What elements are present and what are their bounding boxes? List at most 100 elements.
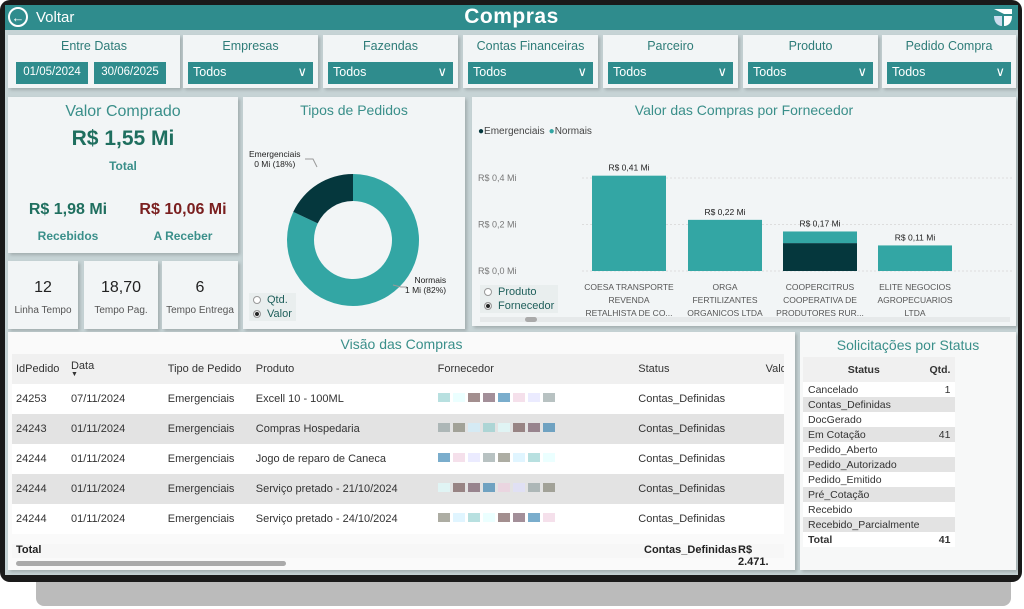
- col-header[interactable]: Fornecedor: [437, 363, 494, 375]
- horizontal-scrollbar[interactable]: [480, 317, 1010, 322]
- status-row[interactable]: Recebido_Parcialmente: [803, 517, 956, 532]
- normais-value: 1 Mi (82%): [405, 285, 447, 295]
- radio-icon: [484, 288, 492, 296]
- legend-normais: ●Normais: [548, 126, 592, 137]
- table-horizontal-scrollbar[interactable]: [16, 561, 286, 566]
- cell: Emergenciais: [167, 453, 235, 465]
- kpi-label: Tempo Pag.: [94, 305, 148, 316]
- card-title: Visão das Compras: [340, 336, 463, 352]
- x-tick-label: COESA TRANSPORTE: [584, 282, 674, 292]
- a-receber-value: R$ 10,06 Mi: [139, 201, 227, 218]
- col-header[interactable]: Status: [638, 363, 670, 375]
- data-label: R$ 0,22 Mi: [704, 207, 745, 217]
- col-header[interactable]: Produto: [255, 363, 295, 375]
- bar-normais[interactable]: [878, 245, 952, 271]
- x-tick-label: REVENDA: [608, 295, 649, 305]
- status-row[interactable]: Cancelado 1: [803, 382, 956, 397]
- end-date-input[interactable]: 30/06/2025: [94, 62, 166, 84]
- cell: 01/11/2024: [70, 453, 126, 465]
- col-header[interactable]: Valor Tot: [765, 363, 784, 375]
- total-value: R$ 1,55 Mi: [71, 127, 175, 150]
- bar-normais[interactable]: [688, 219, 762, 271]
- chevron-down-icon: ∨: [437, 64, 447, 79]
- status-row[interactable]: Recebido: [803, 502, 956, 517]
- cell: Contas_Definidas: [638, 513, 726, 525]
- legend-emergenciais: ●Emergenciais: [478, 126, 545, 137]
- col-header[interactable]: IdPedido: [16, 363, 60, 375]
- card-title: Valor Comprado: [65, 103, 181, 120]
- table-row[interactable]: 24244 01/11/2024 Emergenciais Serviço preta…: [12, 474, 784, 504]
- bar-normais[interactable]: [783, 231, 857, 244]
- total-label: Total: [109, 159, 137, 173]
- chevron-down-icon: ∨: [857, 64, 867, 79]
- back-button[interactable]: ← Voltar: [8, 7, 74, 27]
- kpi-value: 6: [195, 279, 205, 296]
- status-row[interactable]: DocGerado: [803, 412, 956, 427]
- total-value: 41: [938, 533, 951, 546]
- cell: Excell 10 - 100ML: [255, 393, 344, 405]
- donut-slice-normais[interactable]: [287, 174, 419, 306]
- filter-dropdown[interactable]: Todos ∨: [328, 62, 453, 84]
- redacted-supplier: [434, 444, 635, 474]
- chevron-down-icon: ∨: [577, 64, 587, 79]
- option-valor[interactable]: Valor: [249, 307, 296, 321]
- redacted-supplier: [434, 384, 635, 414]
- table-row[interactable]: 24244 01/11/2024 Emergenciais Serviço preta…: [12, 504, 784, 534]
- start-date-input[interactable]: 01/05/2024: [16, 62, 88, 84]
- filter-1: Fazendas Todos ∨: [323, 35, 458, 88]
- cell: R$: [729, 504, 784, 534]
- filter-3: Parceiro Todos ∨: [603, 35, 738, 88]
- option-fornecedor[interactable]: Fornecedor: [480, 299, 559, 313]
- status-qtd: [924, 442, 955, 457]
- x-tick-label: ELITE NEGOCIOS: [879, 282, 951, 292]
- table-row[interactable]: 24253 07/11/2024 Emergenciais Excell 10 - 1…: [12, 384, 784, 414]
- status-row[interactable]: Pedido_Emitido: [803, 472, 956, 487]
- data-label: R$ 0,41 Mi: [608, 163, 649, 173]
- table-row[interactable]: 24244 01/11/2024 Emergenciais Jogo de repar…: [12, 444, 784, 474]
- table-row[interactable]: 24243 01/11/2024 Emergenciais Compras Hospe…: [12, 414, 784, 444]
- col-header[interactable]: Qtd.: [929, 363, 951, 376]
- bar-emergenciais[interactable]: [783, 243, 857, 271]
- emerg-label: Emergenciais: [249, 149, 301, 159]
- col-header[interactable]: Tipo de Pedido: [167, 363, 242, 375]
- status-row[interactable]: Pedido_Autorizado: [803, 457, 956, 472]
- filter-label: Fazendas: [363, 39, 418, 53]
- status-qtd: [924, 472, 955, 487]
- redacted-supplier: [434, 414, 635, 444]
- status-row[interactable]: Pré_Cotação: [803, 487, 956, 502]
- bar-normais[interactable]: [592, 175, 666, 271]
- status-qtd: 1: [944, 383, 951, 396]
- status-qtd: [924, 397, 955, 412]
- col-header[interactable]: Data ▼: [67, 354, 164, 384]
- option-label: Valor: [267, 308, 292, 320]
- filter-dropdown[interactable]: Todos ∨: [608, 62, 733, 84]
- y-tick-label: R$ 0,0 Mi: [478, 266, 517, 276]
- status-name: Pedido_Emitido: [808, 473, 882, 486]
- filter-label: Empresas: [222, 39, 279, 53]
- status-row[interactable]: Contas_Definidas: [803, 397, 956, 412]
- chart-legend: ●Emergenciais ●Normais: [478, 126, 592, 137]
- header-bar: ← Voltar Compras: [5, 5, 1018, 30]
- chart-title: Valor das Compras por Fornecedor: [634, 102, 854, 118]
- option-produto[interactable]: Produto: [480, 285, 559, 299]
- status-row[interactable]: Pedido_Aberto: [803, 442, 956, 457]
- filter-dropdown[interactable]: Todos ∨: [748, 62, 873, 84]
- kpi-tempo-entrega: 6 Tempo Entrega: [162, 261, 238, 329]
- cell: R$: [729, 384, 784, 414]
- filter-dropdown[interactable]: Todos ∨: [188, 62, 313, 84]
- page-title: Compras: [464, 5, 559, 28]
- emerg-value: 0 Mi (18%): [254, 159, 296, 169]
- valor-comprado-card: Valor Comprado R$ 1,55 Mi Total R$ 1,98 …: [8, 97, 238, 253]
- kpi-value: 18,70: [100, 279, 142, 296]
- filter-dropdown[interactable]: Todos ∨: [887, 62, 1011, 84]
- leader-line: [392, 284, 407, 288]
- status-qtd: [924, 517, 955, 532]
- status-qtd: [924, 487, 955, 502]
- option-label: Fornecedor: [498, 300, 555, 312]
- status-card: Solicitações por Status Status Qtd. Cance…: [800, 332, 1016, 570]
- filter-dropdown[interactable]: Todos ∨: [468, 62, 593, 84]
- donut-slice-emergenciais[interactable]: [293, 174, 353, 224]
- col-header[interactable]: Status: [847, 363, 880, 376]
- option-qtd[interactable]: Qtd.: [249, 293, 296, 307]
- status-row[interactable]: Em Cotação 41: [803, 427, 956, 442]
